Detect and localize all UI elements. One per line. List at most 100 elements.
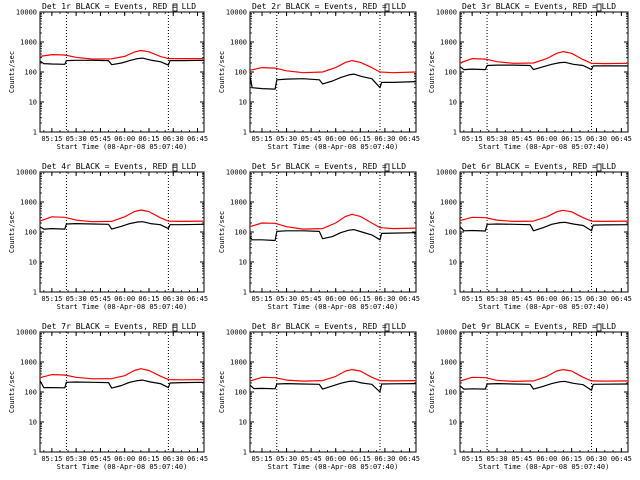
panel-6: Det 6r BLACK = Events, RED = LLD 1 10 100 10… — [428, 162, 632, 311]
panel-3-xtick-label: 06:15 — [561, 135, 582, 143]
panel-1-ytick-label: 1000 — [20, 39, 37, 47]
panel-5: Det 5r BLACK = Events, RED = LLD 1 10 100 10… — [218, 162, 420, 311]
panel-4-ytick-label: 1000 — [20, 199, 37, 207]
panel-8-xtick-label: 06:30 — [374, 455, 395, 463]
panel-9-xtick-label: 06:00 — [536, 455, 557, 463]
panel-2-xtick-label: 05:15 — [251, 135, 272, 143]
panel-2-ytick-label: 10 — [239, 99, 247, 107]
panel-5-xlabel: Start Time (08-Apr-08 05:07:40) — [268, 303, 399, 311]
panel-7-title: Det 7r BLACK = Events, RED = LLD — [42, 322, 196, 331]
panel-2: Det 2r BLACK = Events, RED = LLD 1 10 100 10… — [218, 2, 420, 151]
panel-7-xtick-label: 06:15 — [138, 455, 159, 463]
panel-5-ytick-label: 10 — [239, 259, 247, 267]
panel-8: Det 8r BLACK = Events, RED = LLD 1 10 100 10… — [218, 322, 420, 471]
panel-3-ytick-label: 10000 — [436, 9, 457, 17]
panel-8-xlabel: Start Time (08-Apr-08 05:07:40) — [268, 463, 399, 471]
panel-6-xtick-label: 06:00 — [536, 295, 557, 303]
panel-5-xtick-label: 06:00 — [325, 295, 346, 303]
panel-3-ytick-label: 1 — [453, 129, 457, 137]
panel-4-ytick-label: 1 — [33, 289, 37, 297]
panel-4-ytick-label: 10 — [29, 259, 37, 267]
panel-4-ylabel: Counts/sec — [8, 211, 16, 253]
panel-7-xtick-label: 06:45 — [187, 455, 208, 463]
panel-3-xlabel: Start Time (08-Apr-08 05:07:40) — [479, 143, 610, 151]
panel-3-series-events — [459, 61, 628, 71]
panel-5-ytick-label: 100 — [234, 229, 247, 237]
panel-6-ytick-label: 1000 — [440, 199, 457, 207]
panel-8-xtick-label: 06:45 — [399, 455, 420, 463]
panel-1-xtick-label: 06:00 — [114, 135, 135, 143]
panel-8-series-events — [249, 380, 417, 393]
panel-3-xtick-label: 06:45 — [611, 135, 632, 143]
panel-9-xtick-label: 05:15 — [462, 455, 483, 463]
panel-3: Det 3r BLACK = Events, RED = LLD 1 10 100 10… — [428, 2, 632, 151]
panel-7-ytick-label: 1000 — [20, 359, 37, 367]
panel-5-plot-frame — [249, 171, 417, 293]
panel-1-title-marker — [172, 3, 178, 12]
panel-1-series-events — [39, 57, 205, 66]
panel-5-ytick-label: 1 — [243, 289, 247, 297]
panel-1-ytick-label: 10000 — [16, 9, 37, 17]
panel-7-xtick-label: 05:45 — [90, 455, 111, 463]
panel-5-xtick-label: 06:45 — [399, 295, 420, 303]
panel-4: Det 4r BLACK = Events, RED = LLD 1 10 100 10… — [8, 162, 208, 311]
panel-1: Det 1r BLACK = Events, RED = LLD 1 10 100 10… — [8, 2, 208, 151]
panel-7-xtick-label: 06:30 — [163, 455, 184, 463]
panel-4-ytick-label: 10000 — [16, 169, 37, 177]
panel-4-xtick-label: 05:30 — [66, 295, 87, 303]
panel-6-title: Det 6r BLACK = Events, RED = LLD — [462, 162, 616, 171]
panel-1-plot-frame — [39, 11, 205, 133]
panel-7-xtick-label: 06:00 — [114, 455, 135, 463]
panel-6-ytick-label: 1 — [453, 289, 457, 297]
panel-9-ytick-label: 1000 — [440, 359, 457, 367]
panel-7-xtick-label: 05:30 — [66, 455, 87, 463]
panel-6-ytick-label: 10000 — [436, 169, 457, 177]
panel-7-plot-frame — [39, 331, 205, 453]
panel-1-xtick-label: 05:15 — [41, 135, 62, 143]
panel-6-xtick-label: 06:45 — [611, 295, 632, 303]
panel-6-ylabel: Counts/sec — [428, 211, 436, 253]
panel-5-title: Det 5r BLACK = Events, RED = LLD — [252, 162, 406, 171]
panel-3-xtick-label: 05:30 — [486, 135, 507, 143]
panel-6-title-marker — [596, 163, 602, 172]
panel-6-xtick-label: 05:15 — [462, 295, 483, 303]
panel-5-xtick-label: 05:45 — [301, 295, 322, 303]
panel-4-xtick-label: 06:00 — [114, 295, 135, 303]
panel-8-xtick-label: 05:30 — [276, 455, 297, 463]
panel-7-series-lld — [39, 368, 205, 381]
panel-9-xtick-label: 05:30 — [486, 455, 507, 463]
panel-7-title-marker — [172, 323, 178, 332]
panel-1-xtick-label: 06:30 — [163, 135, 184, 143]
panel-1-xtick-label: 05:30 — [66, 135, 87, 143]
panel-9-title: Det 9r BLACK = Events, RED = LLD — [462, 322, 616, 331]
panel-3-plot-frame — [459, 11, 629, 133]
panel-1-xlabel: Start Time (08-Apr-08 05:07:40) — [57, 143, 188, 151]
panel-8-ytick-label: 100 — [234, 389, 247, 397]
panel-5-series-lld — [249, 213, 417, 230]
panel-6-xtick-label: 05:30 — [486, 295, 507, 303]
panel-7-xtick-label: 05:15 — [41, 455, 62, 463]
panel-6-xtick-label: 06:15 — [561, 295, 582, 303]
panel-9-ylabel: Counts/sec — [428, 371, 436, 413]
panel-1-title: Det 1r BLACK = Events, RED = LLD — [42, 2, 196, 11]
panel-7-series-events — [39, 379, 205, 389]
panel-3-xtick-label: 05:15 — [462, 135, 483, 143]
panel-4-title-marker — [172, 163, 178, 172]
panel-9-xtick-label: 06:45 — [611, 455, 632, 463]
panel-6-series-events — [459, 221, 629, 232]
panel-2-ytick-label: 100 — [234, 69, 247, 77]
panel-2-ytick-label: 10000 — [226, 9, 247, 17]
panel-5-ytick-label: 10000 — [226, 169, 247, 177]
panel-2-xtick-label: 05:30 — [276, 135, 297, 143]
panel-6-plot-frame — [459, 171, 629, 293]
panel-4-xtick-label: 06:30 — [163, 295, 184, 303]
panel-8-ylabel: Counts/sec — [218, 371, 226, 413]
panel-6-xlabel: Start Time (08-Apr-08 05:07:40) — [479, 303, 610, 311]
panel-2-ylabel: Counts/sec — [218, 51, 226, 93]
panel-2-series-lld — [249, 59, 417, 74]
panel-2-xlabel: Start Time (08-Apr-08 05:07:40) — [268, 143, 399, 151]
panel-2-xtick-label: 06:30 — [374, 135, 395, 143]
panel-6-xtick-label: 05:45 — [511, 295, 532, 303]
panel-4-ytick-label: 100 — [24, 229, 37, 237]
